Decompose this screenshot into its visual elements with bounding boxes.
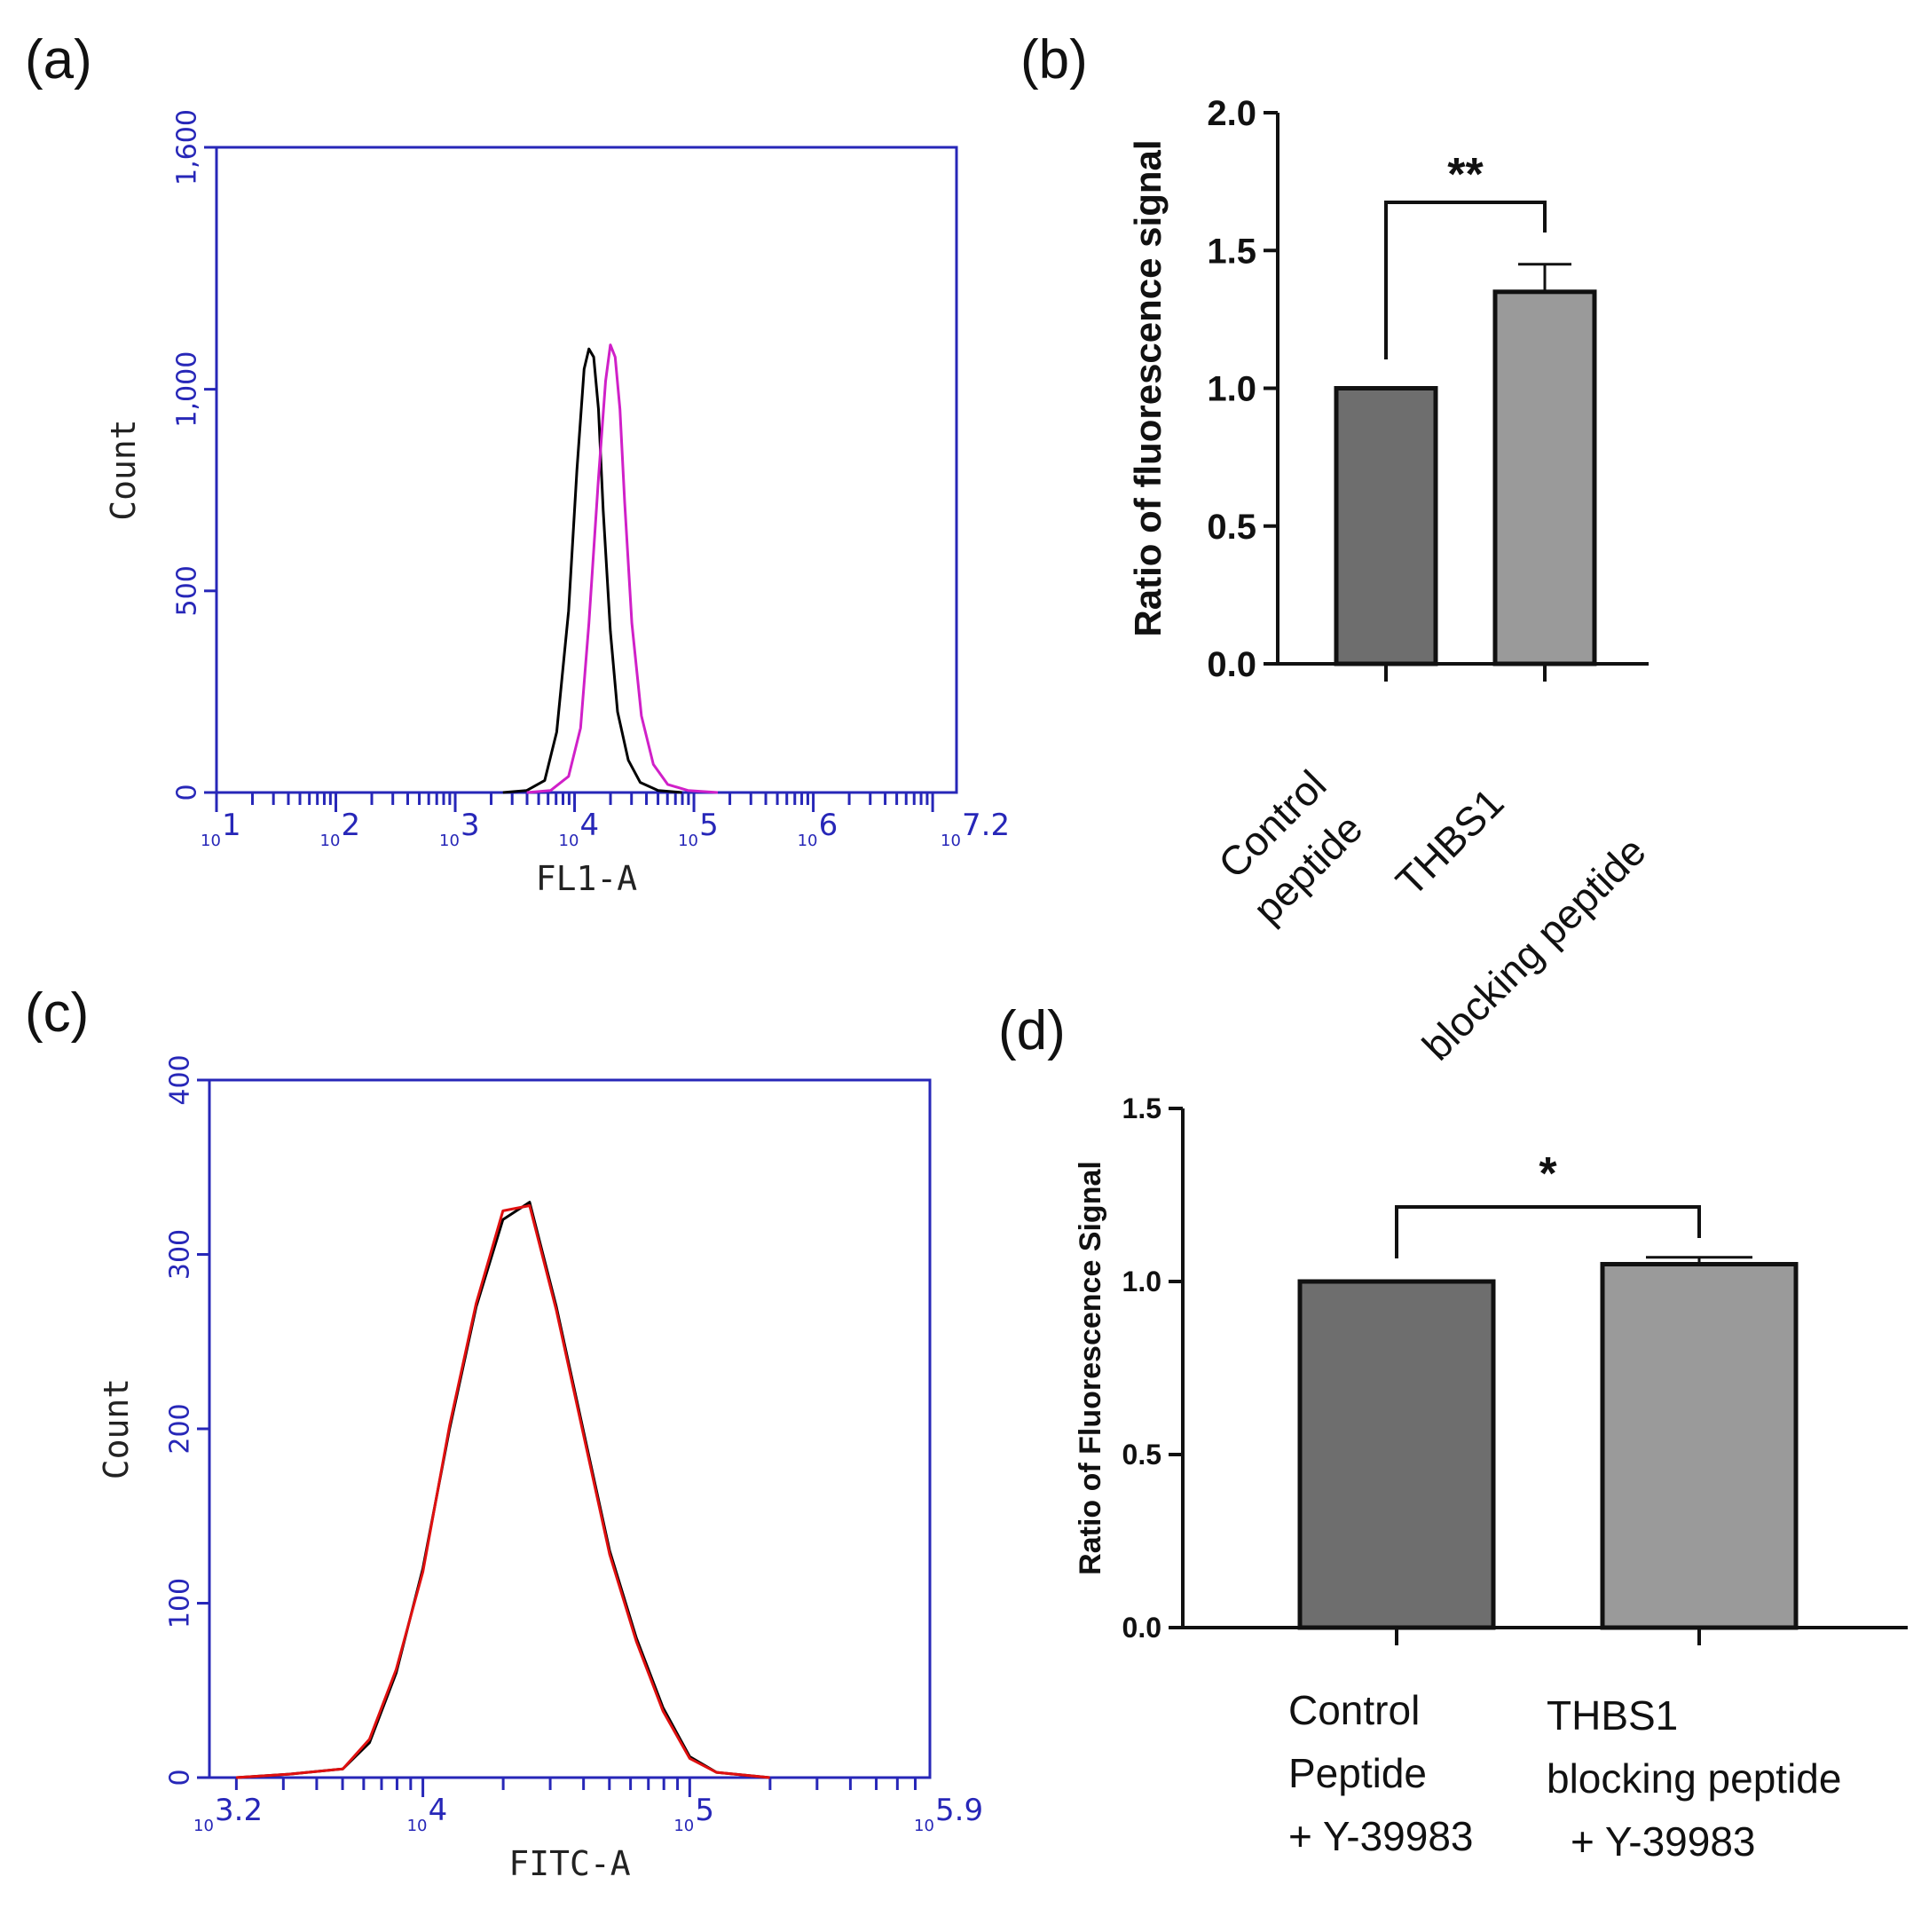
y-tick-label: 0 (165, 1769, 196, 1786)
x-tick-label-exponent: 2 (342, 808, 361, 843)
bar-2 (1492, 289, 1597, 666)
x-tick-label-base: 10 (559, 832, 579, 850)
x-tick-label-exponent: 5.9 (935, 1793, 983, 1828)
bar-1 (1334, 386, 1438, 666)
y-tick-label: 0.5 (1207, 508, 1256, 547)
y-tick-label: 1.0 (1122, 1266, 1161, 1297)
y-axis-title: Ratio of fluorescence signal (1127, 139, 1169, 636)
histogram-series-1 (502, 347, 682, 794)
category-label: Control (1288, 1687, 1420, 1733)
panel-label-d: (d) (998, 1000, 1066, 1061)
panel-label-a: (a) (25, 29, 92, 91)
y-tick-label: 0.5 (1122, 1439, 1161, 1471)
x-tick-label-exponent: 7.2 (962, 808, 1010, 843)
x-tick-label-base: 10 (201, 832, 221, 850)
bar-1 (1297, 1279, 1496, 1630)
histogram-series-2 (236, 1204, 770, 1779)
y-tick-label: 1,000 (172, 351, 203, 428)
x-tick-label-base: 10 (320, 832, 341, 850)
x-tick-label-base: 10 (678, 832, 698, 850)
y-tick-label: 1.0 (1207, 370, 1256, 409)
significance-bracket (1384, 201, 1547, 359)
bar-2 (1600, 1262, 1799, 1630)
category-label: Peptide (1288, 1750, 1427, 1796)
y-tick-label: 2.0 (1207, 94, 1256, 133)
significance-marker: * (1539, 1148, 1557, 1200)
x-tick-label-base: 10 (941, 832, 961, 850)
y-tick-label: 1.5 (1122, 1092, 1161, 1124)
panel-b-bar-chart: 0.0 0.5 1.0 1.5 2.0 Ratio of fluorescence sig… (1127, 94, 1655, 1069)
panel-a-histogram: 10 1 10 2 10 3 10 4 10 5 10 6 10 7.205001,0001,600FL1… (104, 109, 1010, 898)
x-tick-label-base: 10 (193, 1817, 214, 1835)
category-label: THBS1 (1547, 1692, 1678, 1739)
y-tick-label: 200 (165, 1403, 196, 1454)
y-tick-label: 0 (172, 784, 203, 800)
y-tick-label: 500 (172, 565, 203, 616)
panel-d-bar-chart: 0.0 0.5 1.0 1.5 Ratio of Fluorescence Signal… (1074, 1092, 1908, 1865)
x-axis-title: FITC-A (508, 1844, 630, 1883)
y-tick-label: 400 (165, 1054, 196, 1105)
category-label: + Y-39983 (1571, 1818, 1756, 1865)
x-tick-label-exponent: 4 (580, 808, 600, 843)
x-tick-label-exponent: 6 (819, 808, 839, 843)
category-label: THBS1 (1387, 779, 1513, 905)
histogram-series-1 (236, 1201, 770, 1779)
x-tick-label-exponent: 5 (699, 808, 719, 843)
x-tick-label-base: 10 (407, 1817, 428, 1835)
histogram-series-2 (526, 343, 719, 794)
panel-label-c: (c) (25, 982, 89, 1044)
category-label: blocking peptide (1547, 1755, 1841, 1802)
y-tick-label: 1.5 (1207, 232, 1256, 271)
x-tick-label-base: 10 (798, 832, 818, 850)
panel-label-b: (b) (1020, 29, 1088, 91)
x-tick-label-exponent: 4 (429, 1793, 448, 1828)
x-tick-label-base: 10 (673, 1817, 694, 1835)
x-tick-label-exponent: 5 (695, 1793, 714, 1828)
y-axis-title: Count (104, 419, 143, 520)
significance-marker: ** (1447, 149, 1484, 201)
x-tick-label-exponent: 1 (222, 808, 241, 843)
y-axis-title: Count (97, 1378, 136, 1479)
x-axis-title: FL1-A (536, 859, 638, 898)
plot-frame (215, 146, 958, 794)
y-axis-title: Ratio of Fluorescence Signal (1074, 1161, 1107, 1575)
x-tick-label-exponent: 3 (461, 808, 480, 843)
x-tick-label-exponent: 3.2 (215, 1793, 263, 1828)
significance-bracket (1395, 1205, 1701, 1258)
plot-frame (208, 1078, 932, 1779)
y-tick-label: 0.0 (1207, 645, 1256, 684)
y-tick-label: 0.0 (1122, 1612, 1161, 1644)
y-tick-label: 100 (165, 1578, 196, 1628)
y-tick-label: 1,600 (172, 109, 203, 185)
category-label: + Y-39983 (1288, 1813, 1474, 1859)
x-tick-label-base: 10 (914, 1817, 934, 1835)
x-tick-label-base: 10 (439, 832, 460, 850)
y-tick-label: 300 (165, 1229, 196, 1280)
